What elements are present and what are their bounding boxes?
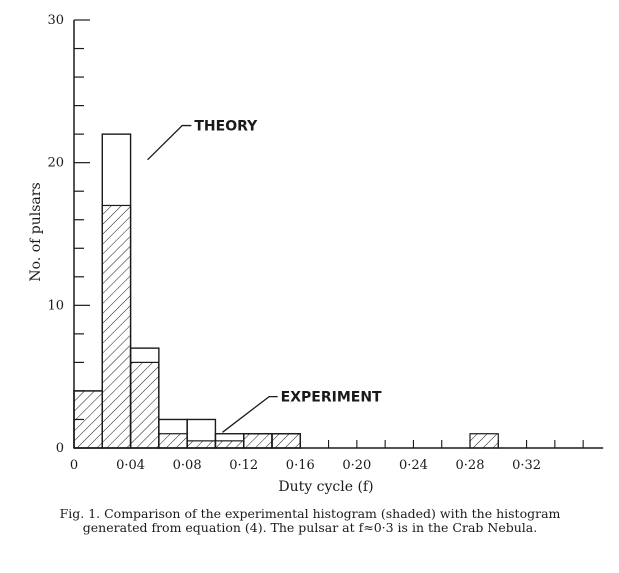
x-tick-label: 0·04	[116, 458, 145, 473]
y-tick-label: 30	[47, 13, 64, 28]
axes	[73, 20, 604, 449]
theory-leader-line	[147, 124, 192, 161]
experiment-bar	[271, 433, 301, 449]
y-ticks: 0 10 20 30	[47, 13, 90, 456]
x-tick-label: 0·16	[286, 458, 315, 473]
experiment-leader-line	[222, 395, 278, 433]
x-axis-title: Duty cycle (f)	[278, 479, 373, 495]
experiment-bar	[129, 361, 160, 449]
experiment-bar	[243, 433, 273, 449]
x-tick-label: 0·24	[399, 458, 428, 473]
experiment-bar	[469, 433, 499, 449]
experiment-bar	[101, 204, 132, 449]
y-tick-label: 0	[56, 441, 64, 456]
experiment-bar	[214, 440, 245, 449]
experiment-bar	[158, 433, 188, 449]
experiment-label: EXPERIMENT	[281, 390, 382, 406]
x-tick-label: 0·12	[229, 458, 258, 473]
y-axis-title: No. of pulsars	[28, 182, 44, 281]
experiment-bars	[73, 204, 499, 449]
theory-label: THEORY	[194, 119, 258, 135]
x-tick-label: 0·20	[342, 458, 371, 473]
x-ticks: 0 0·04 0·08 0·12 0·16 0·20 0·24 0·28 0·32	[70, 440, 584, 473]
x-tick-label: 0·28	[456, 458, 485, 473]
figure-caption: Fig. 1. Comparison of the experimental h…	[59, 506, 561, 535]
y-tick-label: 20	[47, 156, 64, 171]
y-tick-label: 10	[47, 298, 64, 313]
experiment-bar	[186, 440, 217, 449]
x-tick-label: 0·32	[512, 458, 541, 473]
histogram-chart: 0 10 20 30 0 0·04 0·08 0·12 0·16 0·20 0·24 0·28 0·3…	[28, 13, 604, 495]
x-tick-label: 0·08	[173, 458, 202, 473]
annotations: THEORY EXPERIMENT	[147, 119, 382, 433]
x-tick-label: 0	[70, 458, 78, 473]
